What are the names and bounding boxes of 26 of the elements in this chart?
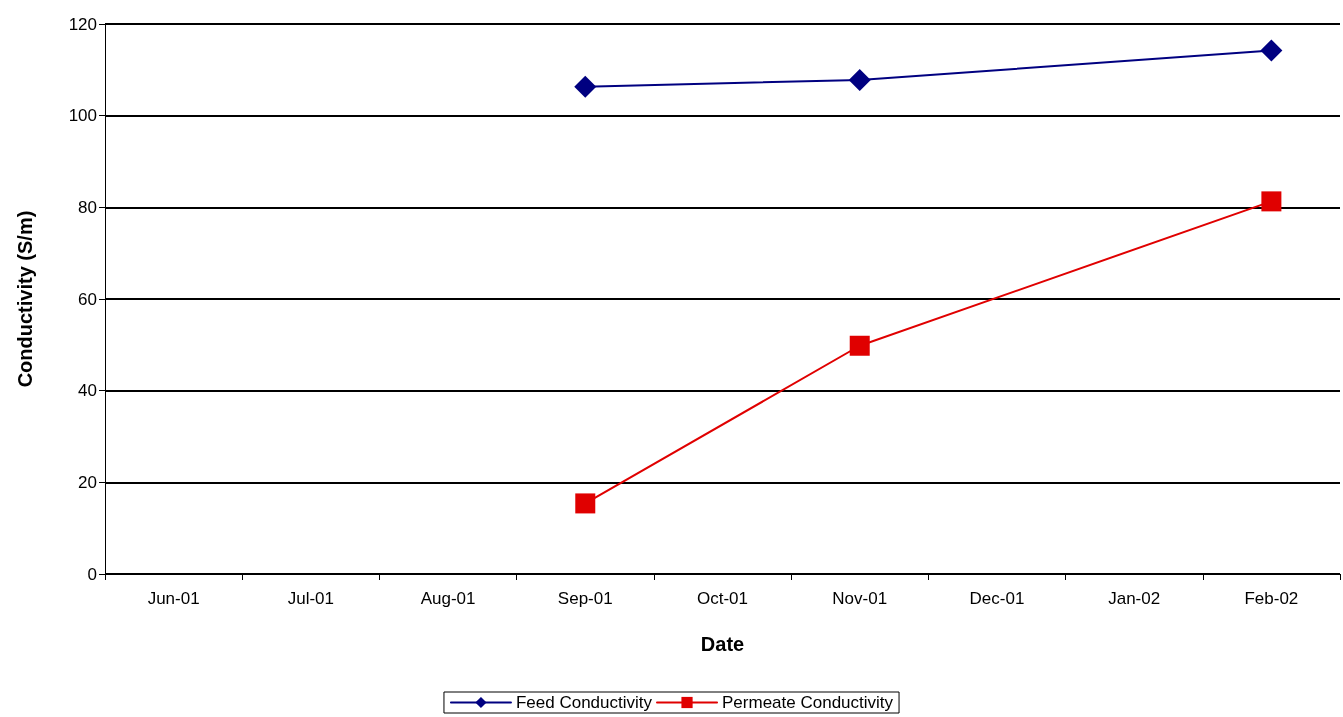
x-tick-label: Aug-01 [420, 589, 476, 608]
x-tick-label: Oct-01 [696, 589, 749, 608]
x-tick-label: Jul-01 [287, 589, 334, 608]
x-tick-label: Jun-01 [147, 589, 200, 608]
point [849, 335, 870, 356]
x-tick-label: Nov-01 [832, 589, 888, 608]
y-tick-label: 120 [68, 14, 97, 34]
y-tick-label: 80 [78, 197, 97, 217]
y-axis-title: Conductivity (S/m) [14, 210, 36, 388]
y-tick-label: 0 [87, 564, 97, 584]
y-tick-label: 20 [78, 472, 97, 492]
x-axis-title: Date [700, 633, 745, 655]
point [1261, 191, 1282, 212]
x-tick-label: Dec-01 [969, 589, 1025, 608]
point [574, 75, 597, 98]
legend-label: Feed Conductivity [515, 693, 653, 712]
y-tick-label: 40 [78, 381, 97, 401]
x-tick-label: Sep-01 [557, 589, 613, 608]
point [848, 68, 871, 91]
y-tick-label: 60 [78, 289, 97, 309]
y-tick-label: 100 [68, 106, 97, 126]
point [1260, 39, 1283, 62]
x-tick-label: Feb-02 [1244, 589, 1299, 608]
point [575, 493, 596, 514]
legend-label: Permeate Conductivity [722, 693, 894, 712]
x-tick-label: Jan-02 [1108, 589, 1161, 608]
